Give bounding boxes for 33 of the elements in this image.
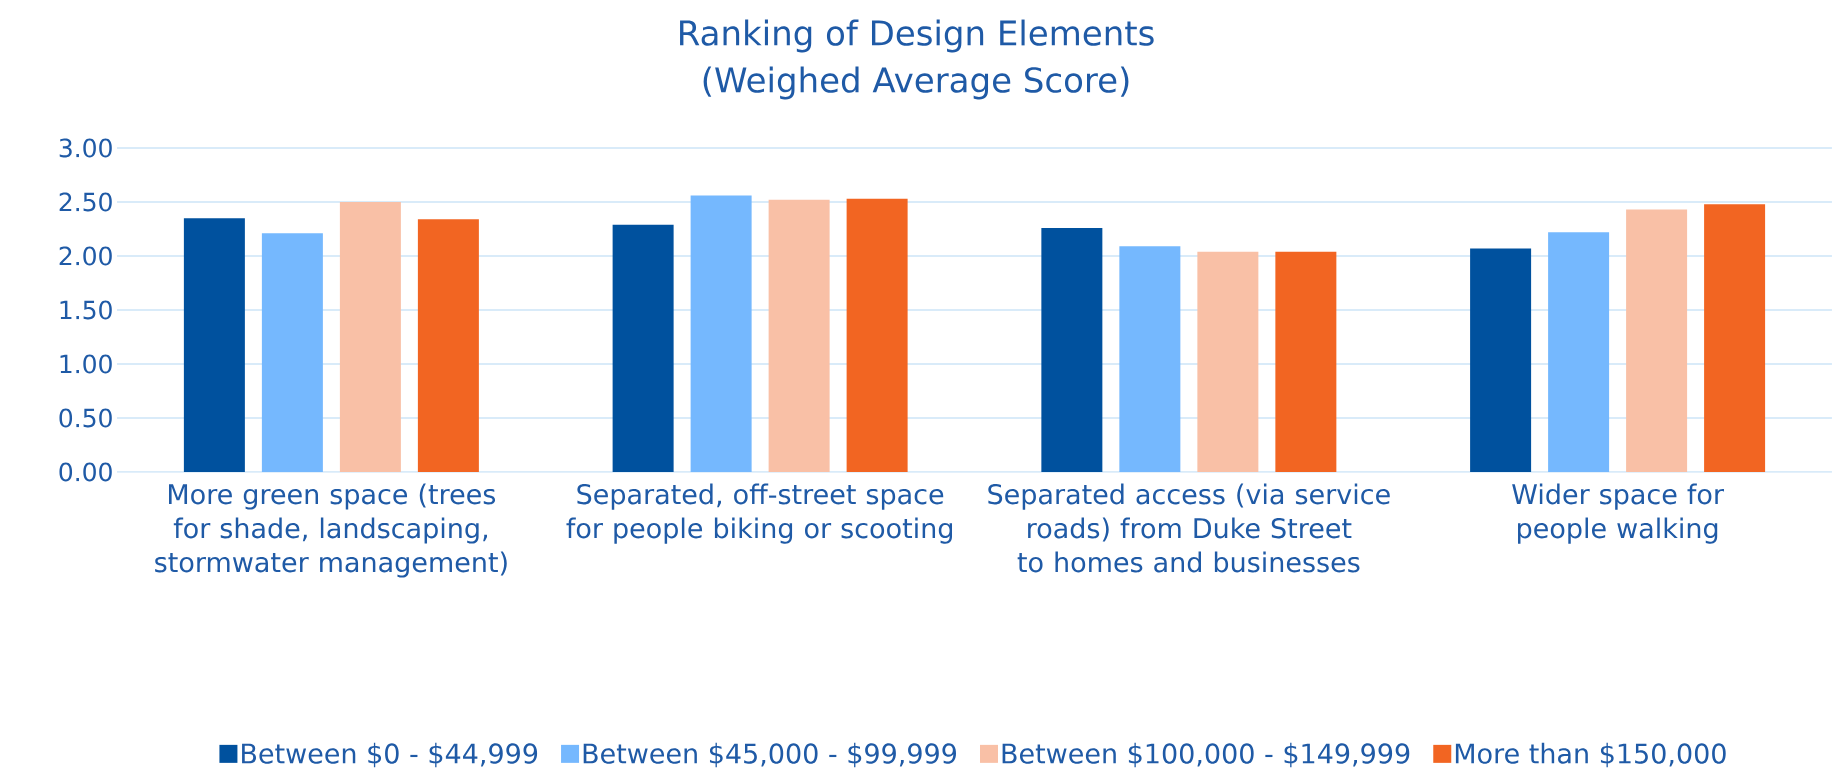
bar: [1197, 251, 1259, 472]
chart-subtitle: (Weighed Average Score): [703, 66, 1129, 100]
bar: [1119, 246, 1181, 472]
y-tick-label: 3.00: [59, 138, 112, 158]
y-tick-label: 1.00: [60, 354, 112, 374]
legend-label: Between $0 - $44,999: [242, 742, 538, 768]
legend-label: Between $45,000 - $99,999: [583, 742, 956, 768]
bar: [1626, 209, 1688, 472]
bar: [690, 195, 752, 472]
y-tick-label: 0.00: [59, 462, 112, 482]
y-tick-label: 2.00: [59, 246, 112, 266]
bar: [612, 224, 674, 472]
bar: [183, 218, 245, 472]
bar: [261, 233, 323, 472]
y-tick-label: 1.50: [60, 300, 112, 320]
bar: [417, 219, 479, 472]
bar: [1470, 248, 1532, 472]
bar: [339, 201, 401, 472]
x-tick-label: Wider space for people walking: [1512, 483, 1724, 544]
bar: [768, 199, 830, 472]
bar: [1548, 232, 1610, 472]
y-tick-label: 0.50: [59, 408, 112, 428]
y-tick-label: 2.50: [59, 192, 112, 212]
legend-label: More than $150,000: [1455, 742, 1726, 768]
chart-title: Ranking of Design Elements: [680, 19, 1154, 53]
bar: [846, 198, 908, 472]
bar: [1041, 227, 1103, 472]
x-tick-label: Separated, off-street space for people biking or scooting: [566, 483, 953, 544]
x-tick-label: Separated access (via service roads) from Duke Street to homes and businesses: [988, 483, 1390, 573]
legend-label: Between $100,000 - $149,999: [1002, 742, 1410, 768]
bar: [1704, 204, 1766, 472]
bar: [1275, 251, 1337, 472]
x-tick-label: More green space (trees for shade, landscaping, stormwater management): [155, 483, 507, 578]
